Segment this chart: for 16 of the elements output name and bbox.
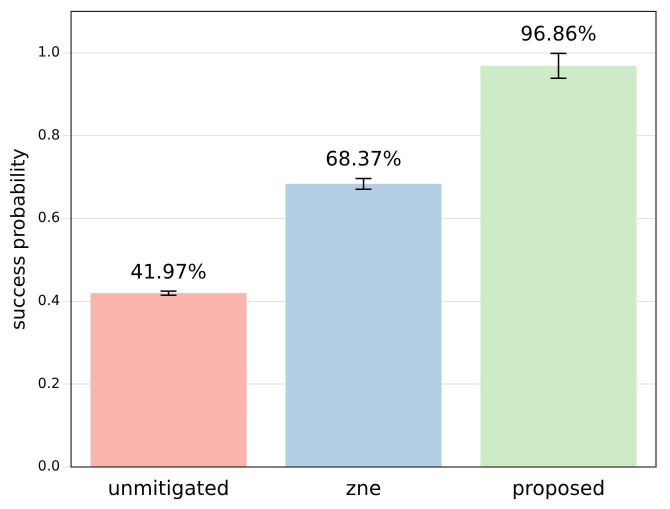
bar xyxy=(286,184,442,466)
data-label: 41.97% xyxy=(130,259,207,284)
bar xyxy=(90,293,247,466)
y-tick-label: 1.0 xyxy=(38,44,60,60)
data-label: 96.86% xyxy=(520,22,597,46)
x-tick-label: proposed xyxy=(512,476,606,500)
y-tick-label: 0.0 xyxy=(38,458,60,475)
y-axis-title: success probability xyxy=(7,148,30,330)
y-tick-label: 0.4 xyxy=(38,292,60,309)
y-tick-label: 0.6 xyxy=(38,210,60,226)
y-tick-label: 0.8 xyxy=(38,127,60,144)
x-tick-label: zne xyxy=(346,476,382,500)
x-tick-label: unmitigated xyxy=(108,476,230,500)
y-tick-label: 0.2 xyxy=(38,376,60,392)
bar xyxy=(480,66,636,466)
data-label: 68.37% xyxy=(325,146,402,171)
